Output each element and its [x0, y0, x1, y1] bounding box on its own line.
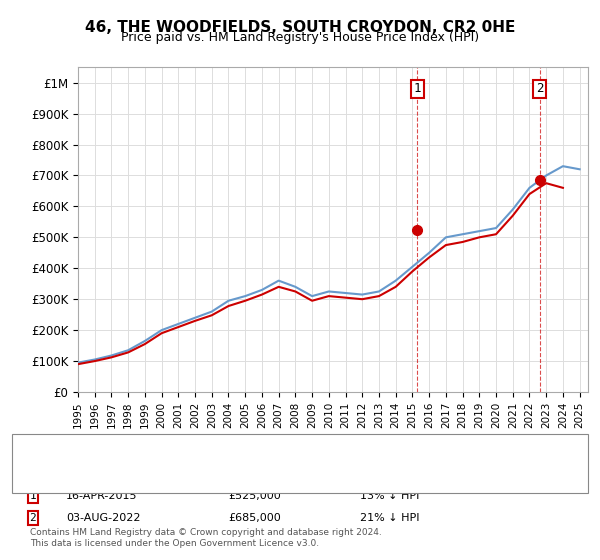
Text: 16-APR-2015: 16-APR-2015 [66, 491, 137, 501]
Text: 2: 2 [536, 82, 543, 95]
Text: £525,000: £525,000 [228, 491, 281, 501]
Text: 03-AUG-2022: 03-AUG-2022 [66, 513, 140, 523]
Text: 21% ↓ HPI: 21% ↓ HPI [360, 513, 419, 523]
Text: 1: 1 [413, 82, 421, 95]
Text: 46, THE WOODFIELDS, SOUTH CROYDON, CR2 0HE: 46, THE WOODFIELDS, SOUTH CROYDON, CR2 0… [85, 20, 515, 35]
Text: ——: —— [36, 467, 54, 482]
Text: HPI: Average price, detached house, Croydon: HPI: Average price, detached house, Croy… [84, 469, 320, 479]
Text: 13% ↓ HPI: 13% ↓ HPI [360, 491, 419, 501]
Text: 1: 1 [29, 491, 37, 501]
Text: 46, THE WOODFIELDS, SOUTH CROYDON, CR2 0HE (detached house): 46, THE WOODFIELDS, SOUTH CROYDON, CR2 0… [84, 450, 443, 460]
Text: £685,000: £685,000 [228, 513, 281, 523]
Text: Price paid vs. HM Land Registry's House Price Index (HPI): Price paid vs. HM Land Registry's House … [121, 31, 479, 44]
Text: Contains HM Land Registry data © Crown copyright and database right 2024.
This d: Contains HM Land Registry data © Crown c… [30, 528, 382, 548]
Text: ——: —— [36, 447, 54, 462]
Text: 2: 2 [29, 513, 37, 523]
